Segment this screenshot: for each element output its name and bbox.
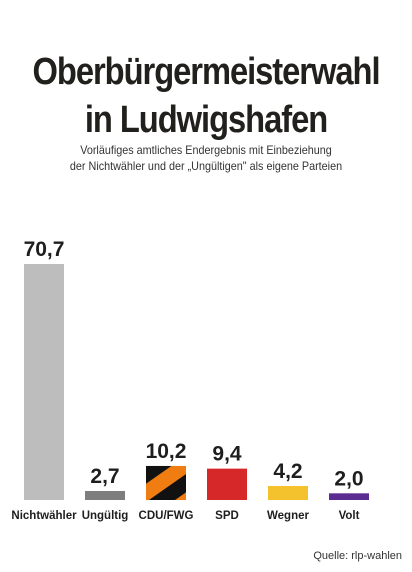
subtitle-line-2: der Nichtwähler und der „Ungültigen" als… [69, 159, 343, 173]
chart-subtitle: Vorläufiges amtliches Endergebnis mit Ei… [21, 142, 392, 174]
category-label-wegner: Wegner [267, 510, 309, 522]
value-label-nichtwaehler: 70,7 [24, 238, 65, 261]
bar-spd [207, 468, 247, 500]
bar-chart: 70,7 Nichtwähler 2,7 Ungültig 10,2 CDU/FWG 9,4… [11, 238, 369, 522]
category-label-volt: Volt [339, 510, 360, 522]
category-label-nichtwaehler: Nichtwähler [11, 510, 77, 522]
source-note: Quelle: rlp-wahlen [313, 550, 402, 562]
bar-cdu-fwg [146, 465, 186, 500]
category-label-cdu-fwg: CDU/FWG [139, 510, 194, 522]
value-label-wegner: 4,2 [273, 460, 302, 483]
chart-title: Oberbürgermeisterwahl in Ludwigshafen [29, 48, 383, 144]
bar-volt [329, 493, 369, 500]
value-label-ungueltig: 2,7 [90, 465, 119, 488]
bar-nichtwaehler [24, 264, 64, 500]
value-label-spd: 9,4 [212, 443, 242, 466]
bar-ungueltig [85, 490, 125, 500]
title-line-2: in Ludwigshafen [84, 99, 328, 141]
value-label-cdu-fwg: 10,2 [146, 440, 187, 463]
bars-layer: 70,7 Nichtwähler 2,7 Ungültig 10,2 CDU/FWG 9,4… [11, 238, 369, 522]
category-label-ungueltig: Ungültig [82, 510, 129, 522]
category-label-spd: SPD [215, 510, 239, 522]
value-label-volt: 2,0 [334, 467, 363, 490]
subtitle-line-1: Vorläufiges amtliches Endergebnis mit Ei… [80, 143, 332, 157]
title-line-1: Oberbürgermeisterwahl [32, 51, 380, 93]
bar-wegner [268, 485, 308, 500]
